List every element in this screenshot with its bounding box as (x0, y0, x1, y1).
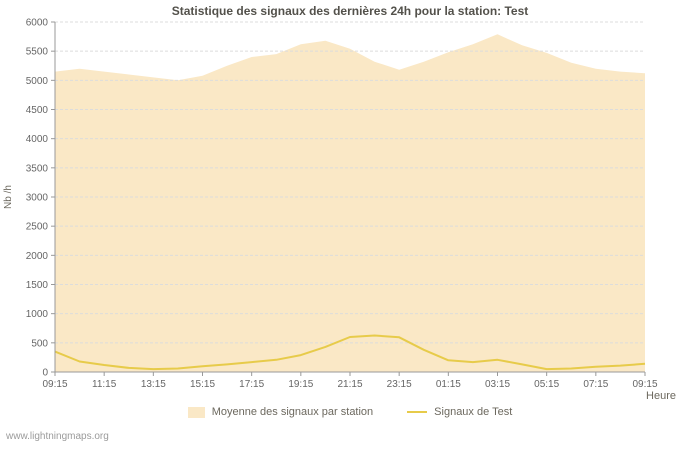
chart-legend: Moyenne des signaux par station Signaux … (0, 406, 700, 418)
area-series (55, 34, 645, 373)
y-tick-label: 3500 (26, 163, 49, 174)
x-tick-label: 09:15 (632, 379, 657, 390)
line-series-swatch (407, 411, 428, 413)
y-tick-label: 2500 (26, 222, 49, 233)
x-tick-label: 09:15 (42, 379, 67, 390)
y-tick-label: 2000 (26, 251, 49, 262)
x-tick-label: 17:15 (239, 379, 264, 390)
x-tick-label: 13:15 (141, 379, 166, 390)
y-tick-label: 1000 (26, 309, 49, 320)
y-tick-label: 5000 (26, 76, 49, 87)
x-tick-label: 01:15 (436, 379, 461, 390)
y-tick-label: 4000 (26, 134, 49, 145)
x-tick-label: 19:15 (288, 379, 313, 390)
y-tick-label: 4500 (26, 105, 49, 116)
legend-label-moyenne: Moyenne des signaux par station (211, 406, 374, 418)
x-tick-label: 05:15 (534, 379, 559, 390)
x-tick-label: 21:15 (337, 379, 362, 390)
y-tick-label: 500 (31, 338, 48, 349)
x-tick-label: 07:15 (583, 379, 608, 390)
x-tick-label: 15:15 (190, 379, 215, 390)
x-axis-title: Heure (646, 390, 676, 402)
legend-label-signaux: Signaux de Test (434, 406, 513, 418)
legend-item-signaux: Signaux de Test (407, 406, 512, 418)
chart-title: Statistique des signaux des dernières 24… (171, 4, 529, 18)
x-tick-label: 03:15 (485, 379, 510, 390)
watermark: www.lightningmaps.org (6, 431, 109, 442)
chart-plot: Nb /h Heure 0 500 1000 1500 2000 2500 3000 3500… (3, 18, 676, 403)
y-tick-label: 3000 (26, 193, 49, 204)
legend-item-moyenne: Moyenne des signaux par station (187, 406, 374, 418)
x-tick-label: 11:15 (92, 379, 117, 390)
y-tick-label: 6000 (26, 18, 49, 29)
line-series (54, 334, 646, 371)
area-series-swatch (187, 406, 205, 418)
x-tick-label: 23:15 (387, 379, 412, 390)
y-axis-title: Nb /h (3, 185, 14, 209)
y-tick-label: 0 (42, 368, 48, 379)
y-tick-label: 5500 (26, 47, 49, 58)
y-tick-label: 1500 (26, 280, 49, 291)
